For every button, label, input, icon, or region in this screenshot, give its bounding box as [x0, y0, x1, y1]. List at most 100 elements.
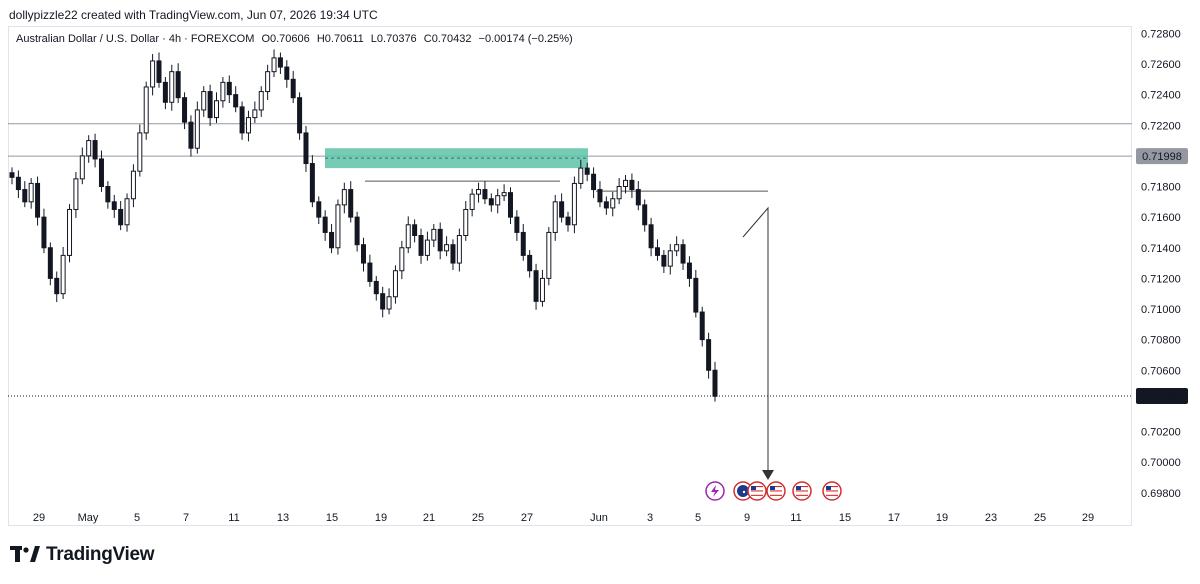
- us-flag-event-icon[interactable]: [747, 481, 767, 501]
- candle-body[interactable]: [22, 189, 28, 203]
- candle-body[interactable]: [597, 189, 603, 203]
- candle-body[interactable]: [431, 228, 437, 241]
- candle-body[interactable]: [654, 247, 660, 256]
- candle-body[interactable]: [41, 216, 47, 249]
- candle-body[interactable]: [469, 193, 475, 210]
- candle-body[interactable]: [226, 81, 232, 96]
- candle-body[interactable]: [143, 86, 149, 134]
- candle-body[interactable]: [150, 60, 156, 88]
- tradingview-logo[interactable]: TradingView: [10, 544, 155, 566]
- candle-body[interactable]: [137, 132, 143, 172]
- candle-body[interactable]: [635, 189, 641, 206]
- candle-body[interactable]: [258, 91, 264, 111]
- candle-body[interactable]: [245, 117, 251, 134]
- candle-body[interactable]: [105, 186, 111, 203]
- candle-body[interactable]: [329, 231, 335, 249]
- candle-body[interactable]: [693, 277, 699, 313]
- candle-body[interactable]: [648, 224, 654, 249]
- candle-body[interactable]: [265, 71, 271, 93]
- candle-body[interactable]: [47, 247, 53, 279]
- lightning-event-icon[interactable]: [705, 481, 725, 501]
- candle-body[interactable]: [610, 198, 616, 209]
- candle-body[interactable]: [188, 121, 194, 149]
- candle-body[interactable]: [392, 270, 398, 298]
- candle-body[interactable]: [482, 189, 488, 200]
- au-flag-event-icon[interactable]: [733, 481, 753, 501]
- candle-body[interactable]: [79, 155, 85, 180]
- projection-path[interactable]: [742, 206, 769, 478]
- candle-body[interactable]: [169, 71, 175, 103]
- candle-body[interactable]: [603, 201, 609, 209]
- candle-body[interactable]: [386, 296, 392, 310]
- candle-body[interactable]: [373, 280, 379, 295]
- candle-body[interactable]: [277, 57, 283, 68]
- candle-body[interactable]: [35, 182, 41, 218]
- candle-body[interactable]: [15, 176, 21, 191]
- candle-body[interactable]: [629, 179, 635, 191]
- candle-body[interactable]: [194, 109, 200, 149]
- candle-body[interactable]: [578, 167, 584, 184]
- candle-body[interactable]: [456, 235, 462, 264]
- candle-body[interactable]: [367, 262, 373, 282]
- candle-body[interactable]: [399, 247, 405, 272]
- candle-body[interactable]: [214, 100, 220, 119]
- candle-body[interactable]: [559, 201, 565, 218]
- candle-body[interactable]: [565, 216, 571, 226]
- candle-body[interactable]: [239, 106, 245, 134]
- candle-body[interactable]: [252, 109, 258, 119]
- candle-body[interactable]: [361, 244, 366, 264]
- candle-body[interactable]: [444, 244, 450, 252]
- candle-body[interactable]: [584, 167, 590, 175]
- candle-body[interactable]: [495, 195, 501, 206]
- candle-body[interactable]: [674, 244, 680, 252]
- candle-body[interactable]: [309, 163, 315, 203]
- candle-body[interactable]: [623, 179, 629, 187]
- candle-body[interactable]: [661, 254, 667, 267]
- candle-body[interactable]: [706, 339, 712, 371]
- candle-body[interactable]: [271, 57, 277, 73]
- candle-body[interactable]: [290, 78, 296, 99]
- candle-body[interactable]: [60, 254, 66, 295]
- candle-body[interactable]: [539, 277, 545, 302]
- candle-body[interactable]: [73, 178, 79, 210]
- candle-body[interactable]: [616, 186, 622, 200]
- candle-body[interactable]: [667, 250, 673, 267]
- candle-body[interactable]: [297, 97, 303, 134]
- candle-body[interactable]: [9, 172, 15, 178]
- candle-body[interactable]: [175, 71, 181, 99]
- candle-body[interactable]: [571, 182, 577, 226]
- candle-body[interactable]: [418, 235, 424, 256]
- candle-body[interactable]: [501, 192, 507, 197]
- us-flag-event-icon[interactable]: [822, 481, 842, 501]
- candle-body[interactable]: [591, 173, 597, 191]
- candle-body[interactable]: [124, 198, 130, 226]
- candle-body[interactable]: [527, 254, 533, 272]
- candle-body[interactable]: [341, 189, 347, 206]
- candle-body[interactable]: [348, 189, 354, 218]
- candle-body[interactable]: [533, 270, 539, 302]
- candle-body[interactable]: [322, 216, 328, 233]
- candle-body[interactable]: [98, 158, 104, 187]
- candle-body[interactable]: [54, 277, 60, 295]
- candle-body[interactable]: [118, 208, 124, 226]
- candle-body[interactable]: [380, 293, 386, 310]
- candle-body[interactable]: [514, 216, 520, 233]
- candle-body[interactable]: [207, 91, 213, 119]
- candle-body[interactable]: [686, 262, 692, 279]
- candle-body[interactable]: [488, 198, 494, 206]
- candle-body[interactable]: [699, 311, 705, 341]
- candle-body[interactable]: [354, 216, 360, 246]
- supply-zone-rect[interactable]: [325, 148, 588, 169]
- candle-body[interactable]: [476, 189, 482, 195]
- candle-body[interactable]: [463, 208, 469, 236]
- candle-body[interactable]: [233, 94, 239, 108]
- candle-body[interactable]: [424, 239, 430, 256]
- candle-body[interactable]: [405, 224, 411, 249]
- candle-body[interactable]: [450, 244, 456, 264]
- candle-body[interactable]: [412, 224, 418, 236]
- chart-pane[interactable]: [8, 26, 1132, 526]
- candle-body[interactable]: [201, 91, 207, 111]
- candle-body[interactable]: [642, 204, 648, 226]
- candle-body[interactable]: [86, 140, 92, 157]
